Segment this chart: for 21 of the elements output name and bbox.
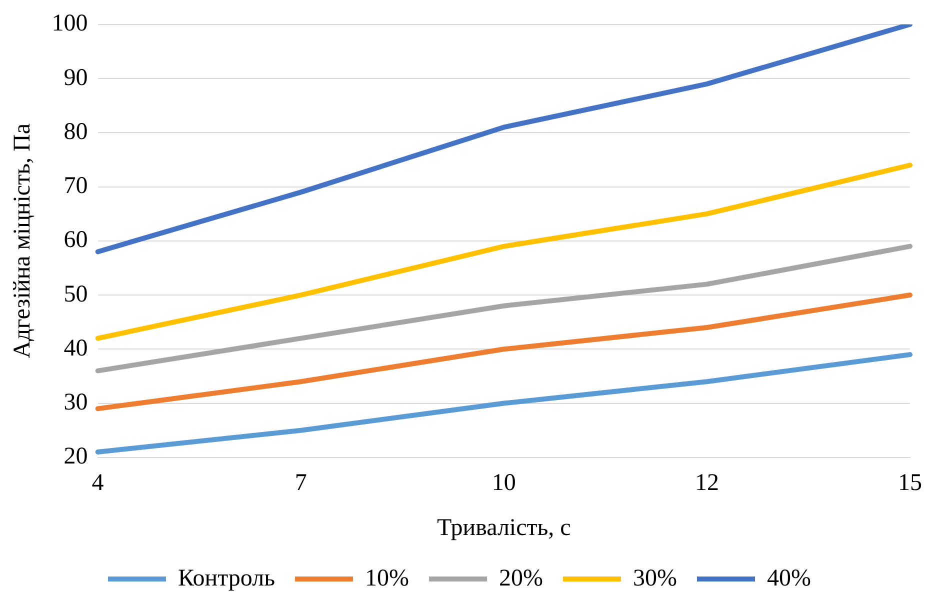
x-tick-label: 15 [898, 470, 922, 496]
x-tick-label: 12 [694, 470, 719, 496]
legend-label: 20% [499, 565, 544, 592]
x-axis-title: Тривалість, с [436, 514, 571, 541]
y-tick-label: 40 [64, 335, 88, 362]
x-tick-label: 4 [92, 470, 104, 496]
legend-label: Контроль [178, 565, 276, 592]
legend-label: 10% [365, 565, 410, 592]
y-tick-label: 50 [64, 281, 88, 308]
y-tick-label: 30 [64, 390, 88, 416]
legend-label: 40% [767, 565, 812, 592]
y-tick-label: 70 [64, 173, 88, 200]
y-tick-label: 100 [52, 10, 88, 37]
y-tick-label: 90 [64, 64, 88, 91]
x-tick-label: 7 [294, 470, 307, 496]
y-tick-label: 20 [64, 444, 88, 470]
y-tick-label: 60 [64, 227, 88, 254]
y-axis-title: Адгезійна міцність, Па [10, 123, 36, 358]
x-tick-label: 10 [492, 470, 516, 496]
y-tick-label: 80 [64, 118, 88, 145]
legend-label: 30% [633, 565, 678, 592]
